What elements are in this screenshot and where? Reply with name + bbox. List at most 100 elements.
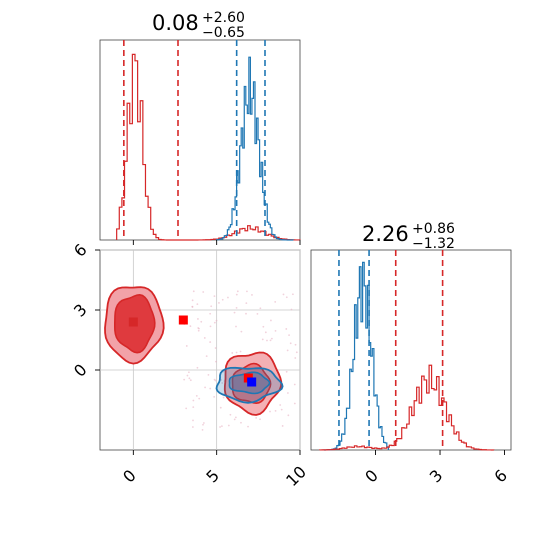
scatter-point: [280, 408, 283, 411]
scatter-point: [191, 426, 194, 428]
x-tick-label: 6: [490, 466, 511, 487]
scatter-point: [285, 296, 288, 299]
scatter-point: [209, 325, 212, 328]
scatter-point: [198, 397, 201, 400]
scatter-point: [289, 342, 292, 345]
scatter-point: [202, 422, 205, 424]
scatter-point: [231, 352, 234, 354]
scatter-point: [188, 377, 191, 380]
scatter-point: [229, 413, 232, 416]
scatter-point: [266, 339, 268, 342]
title-panel-2: 2.26 +0.86 −1.32: [362, 221, 455, 252]
scatter-point: [235, 351, 238, 354]
x-tick-label: 0: [361, 466, 382, 487]
scatter-point: [262, 325, 265, 328]
scatter-point: [264, 331, 267, 334]
scatter-point: [294, 343, 297, 346]
joint-contour-panel: [100, 249, 301, 450]
scatter-point: [218, 302, 220, 304]
scatter-point: [270, 337, 273, 340]
scatter-point: [200, 320, 203, 323]
title-2-value: 2.26: [362, 222, 409, 246]
scatter-point: [202, 291, 205, 293]
scatter-point: [282, 293, 285, 296]
scatter-point: [295, 351, 298, 354]
title-2-plus: +0.86: [412, 221, 455, 237]
scatter-point: [192, 419, 194, 422]
scatter-point: [240, 421, 242, 424]
scatter-point: [269, 339, 272, 342]
scatter-point: [245, 312, 247, 315]
right-marginal-histogram: [319, 250, 495, 451]
red-histogram-step: [319, 364, 495, 451]
scatter-point: [293, 383, 296, 386]
scatter-point: [192, 406, 195, 409]
scatter-point: [291, 293, 294, 296]
axis-ticks: 0 5 10 0 3 6 0 3 6: [70, 240, 511, 490]
scatter-point: [274, 409, 277, 412]
scatter-point: [213, 295, 216, 297]
scatter-point: [245, 302, 248, 305]
scatter-point: [215, 360, 217, 363]
scatter-point: [196, 303, 199, 306]
scatter-point: [215, 319, 218, 322]
scatter-point: [198, 327, 200, 330]
x-tick-label: 5: [202, 466, 223, 487]
scatter-point: [256, 312, 259, 315]
panel-top-left-frame: [99, 39, 301, 241]
scatter-point: [213, 321, 216, 324]
x-tick-label: 3: [426, 466, 447, 487]
y-tick-label: 0: [70, 360, 91, 381]
scatter-point: [281, 425, 284, 427]
scatter-point: [210, 305, 213, 308]
scatter-point: [235, 325, 237, 328]
scatter-point: [204, 386, 206, 389]
scatter-point: [274, 301, 277, 303]
scatter-point: [233, 311, 236, 314]
scatter-point: [221, 382, 224, 384]
title-panel-1: 0.08 +2.60 −0.65: [152, 10, 245, 41]
scatter-point: [286, 349, 289, 352]
scatter-point: [233, 418, 236, 421]
scatter-point: [221, 425, 223, 428]
scatter-point: [236, 290, 239, 293]
scatter-point: [235, 293, 238, 296]
point-estimate-marker: [128, 317, 138, 327]
scatter-point: [259, 307, 262, 310]
scatter-point: [185, 407, 188, 410]
scatter-point: [191, 299, 194, 302]
scatter-point: [221, 298, 224, 301]
scatter-point: [189, 379, 192, 382]
scatter-point: [197, 329, 200, 332]
scatter-point: [207, 374, 210, 376]
scatter-point: [214, 379, 217, 382]
scatter-point: [290, 308, 293, 311]
blue-histogram-step: [323, 261, 390, 451]
y-tick-label: 3: [70, 300, 91, 321]
scatter-point: [239, 350, 242, 353]
scatter-point: [270, 319, 272, 322]
scatter-point: [187, 371, 190, 374]
scatter-point: [286, 392, 289, 394]
scatter-point: [288, 334, 290, 336]
scatter-point: [192, 290, 195, 293]
y-tick-label: 6: [70, 240, 91, 261]
scatter-point: [294, 357, 297, 359]
scatter-point: [287, 414, 290, 417]
scatter-point: [214, 347, 217, 349]
scatter-point: [247, 425, 249, 428]
scatter-point: [274, 330, 277, 332]
scatter-point: [201, 428, 204, 431]
scatter-point: [227, 424, 230, 427]
scatter-point: [203, 337, 206, 339]
scatter-point: [285, 370, 288, 373]
scatter-point: [227, 296, 229, 299]
scatter-point: [255, 417, 258, 419]
x-tick-label: 10: [282, 462, 310, 490]
scatter-point: [192, 399, 195, 402]
scatter-point: [195, 394, 198, 397]
top-marginal-histogram: [116, 40, 301, 241]
scatter-point: [279, 404, 282, 406]
title-2-minus: −1.32: [412, 236, 455, 252]
